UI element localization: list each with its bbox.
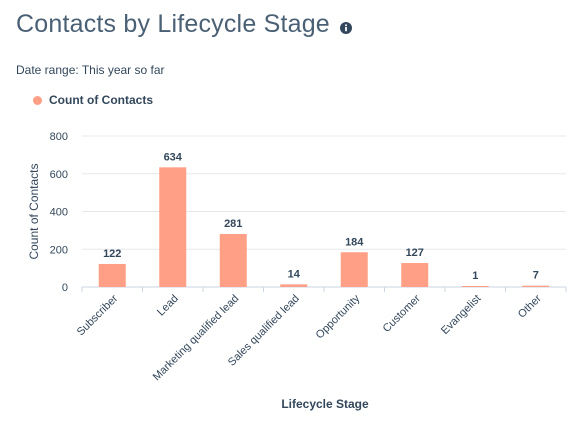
date-range: Date range: This year so far: [16, 63, 165, 77]
data-label: 1: [472, 270, 478, 282]
info-icon[interactable]: [339, 21, 352, 34]
y-tick-label: 0: [62, 282, 68, 294]
bar[interactable]: [522, 285, 550, 287]
bar[interactable]: [340, 252, 368, 287]
data-label: 122: [103, 248, 121, 260]
data-label: 127: [406, 247, 424, 259]
bar[interactable]: [98, 263, 126, 287]
legend: Count of Contacts: [33, 93, 153, 107]
data-label: 281: [224, 218, 242, 230]
title-row: Contacts by Lifecycle Stage: [16, 10, 352, 39]
legend-label: Count of Contacts: [49, 93, 153, 107]
x-tick-label: Lead: [155, 293, 181, 319]
x-tick-label: Opportunity: [314, 292, 363, 341]
data-label: 7: [533, 270, 539, 282]
data-label: 634: [164, 151, 183, 163]
bar[interactable]: [461, 286, 489, 287]
x-tick-label: Customer: [381, 292, 423, 334]
bar[interactable]: [159, 167, 187, 287]
y-tick-label: 400: [50, 207, 68, 219]
data-label: 14: [288, 268, 301, 280]
y-tick-label: 200: [50, 244, 68, 256]
x-tick-label: Other: [516, 292, 544, 320]
bar[interactable]: [401, 263, 429, 287]
page-title: Contacts by Lifecycle Stage: [16, 10, 330, 38]
legend-swatch: [33, 95, 42, 105]
bar[interactable]: [280, 284, 308, 287]
y-tick-label: 800: [50, 131, 68, 143]
x-tick-label: Subscriber: [75, 292, 121, 338]
x-axis-title: Lifecycle Stage: [281, 397, 369, 411]
y-axis-title: Count of Contacts: [27, 163, 41, 259]
x-tick-label: Evangelist: [439, 293, 483, 337]
bar[interactable]: [219, 233, 247, 287]
y-tick-label: 600: [50, 169, 68, 181]
data-label: 184: [345, 236, 364, 248]
